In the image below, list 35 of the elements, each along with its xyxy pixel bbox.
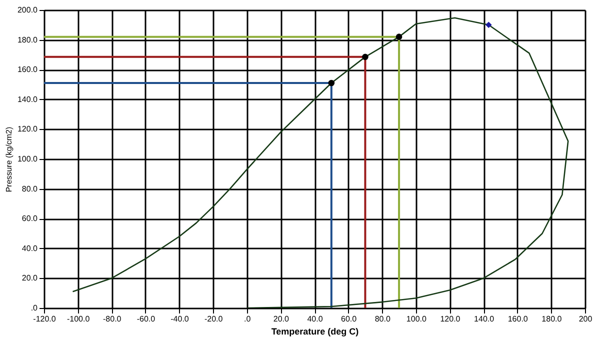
point bbox=[328, 80, 335, 86]
y-tick-label: 100.0 bbox=[17, 154, 38, 164]
x-tick-label: -20.0 bbox=[204, 314, 224, 324]
point bbox=[362, 54, 368, 60]
y-tick-label: 200.0 bbox=[17, 6, 38, 14]
x-tick-label: 100.0 bbox=[406, 314, 427, 324]
x-tick-label: 200 bbox=[578, 314, 593, 324]
x-tick-label: 180.0 bbox=[542, 314, 562, 324]
y-axis-title: Pressure (kg/cm2) bbox=[4, 126, 14, 192]
y-tick-label: 80.0 bbox=[22, 184, 38, 194]
y-tick-label: 160.0 bbox=[17, 65, 38, 74]
x-tick-label: 80.0 bbox=[374, 314, 391, 324]
x-axis-title: Temperature (deg C) bbox=[271, 326, 359, 336]
point bbox=[485, 22, 492, 28]
x-tick-label: 140.0 bbox=[474, 314, 495, 324]
x-tick-label: 160.0 bbox=[508, 314, 528, 324]
y-tick-label: 140.0 bbox=[17, 94, 38, 104]
x-tick-label: 120.0 bbox=[440, 314, 461, 324]
x-tick-label: -40.0 bbox=[170, 314, 190, 324]
point bbox=[396, 34, 402, 40]
x-tick-label: 40.0 bbox=[307, 314, 324, 324]
x-tick-label: -100.0 bbox=[66, 314, 90, 324]
x-tick-label: 20.0 bbox=[273, 314, 290, 324]
x-tick-label: -80.0 bbox=[103, 314, 122, 324]
x-tick-label: .0 bbox=[244, 314, 252, 324]
y-tick-label: 40.0 bbox=[22, 244, 38, 253]
y-tick-label: 60.0 bbox=[22, 214, 38, 224]
y-tick-label: 120.0 bbox=[17, 124, 38, 134]
line-series bbox=[72, 17, 569, 308]
y-tick-label: .0 bbox=[30, 304, 38, 312]
x-tick-label: -60.0 bbox=[136, 314, 156, 324]
x-tick-label: -120.0 bbox=[33, 314, 56, 324]
x-tick-label: 60.0 bbox=[341, 314, 358, 324]
y-tick-label: 180.0 bbox=[17, 35, 38, 44]
y-tick-label: 20.0 bbox=[22, 274, 38, 283]
